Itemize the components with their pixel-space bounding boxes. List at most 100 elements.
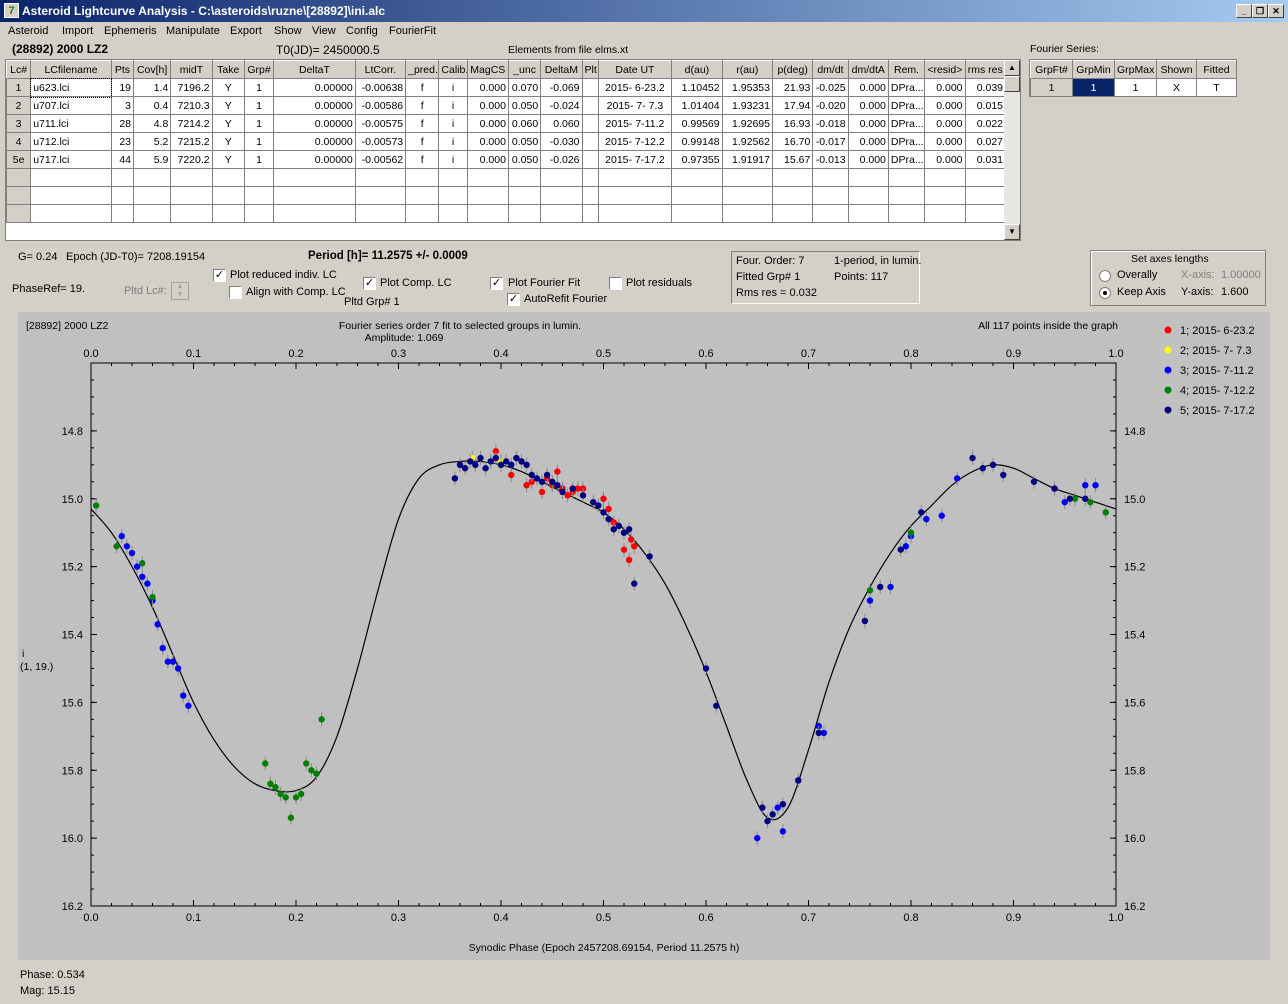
lc-row-number[interactable]: 3 xyxy=(6,114,32,133)
lc-cell[interactable]: 0.00000 xyxy=(273,132,356,151)
menu-view[interactable]: View xyxy=(312,25,336,37)
lc-cell[interactable]: 19 xyxy=(110,78,135,97)
lc-cell[interactable]: -0.025 xyxy=(812,78,849,97)
lc-cell[interactable] xyxy=(438,186,468,205)
lc-col-header[interactable]: dm/dt xyxy=(812,60,849,79)
lc-cell[interactable]: i xyxy=(438,132,468,151)
lc-cell[interactable]: i xyxy=(438,78,468,97)
lc-col-header[interactable]: Cov[h] xyxy=(132,60,172,79)
lc-col-header[interactable]: LCfilename xyxy=(30,60,112,79)
lc-col-header[interactable]: Grp# xyxy=(243,60,275,79)
lc-cell[interactable]: 7220.2 xyxy=(170,150,213,169)
app-icon[interactable]: 7 xyxy=(4,3,19,18)
fourier-col-header[interactable]: GrpMax xyxy=(1114,60,1157,79)
lc-cell[interactable]: f xyxy=(405,132,440,151)
lc-cell[interactable] xyxy=(273,168,356,187)
y-axis-value[interactable]: 1.600 xyxy=(1221,286,1249,298)
lc-cell[interactable] xyxy=(405,186,440,205)
lc-cell[interactable] xyxy=(507,168,542,187)
lc-cell[interactable]: -0.00586 xyxy=(354,96,407,115)
lc-cell[interactable] xyxy=(507,204,542,223)
lc-cell[interactable]: -0.030 xyxy=(540,132,583,151)
lc-cell[interactable]: 44 xyxy=(110,150,135,169)
lc-cell[interactable]: u623.lci xyxy=(29,77,113,98)
lc-cell[interactable] xyxy=(812,204,849,223)
lc-cell[interactable] xyxy=(887,186,926,205)
keep-axis-radio[interactable] xyxy=(1099,287,1111,299)
lc-cell[interactable] xyxy=(243,204,275,223)
plot-fourier-checkbox[interactable]: ✓ xyxy=(490,277,503,290)
lc-cell[interactable]: 0.070 xyxy=(507,78,542,97)
lc-cell[interactable]: 2015- 7-12.2 xyxy=(597,132,673,151)
lc-cell[interactable] xyxy=(211,168,245,187)
lc-col-header[interactable]: <resid> xyxy=(924,60,966,79)
lc-cell[interactable] xyxy=(847,204,889,223)
lc-cell[interactable]: 1 xyxy=(243,132,275,151)
lc-cell[interactable]: 16.70 xyxy=(771,132,814,151)
lc-col-header[interactable]: d(au) xyxy=(671,60,723,79)
lc-cell[interactable] xyxy=(771,204,814,223)
lc-cell[interactable]: 0.00000 xyxy=(273,96,356,115)
lc-cell[interactable]: 16.93 xyxy=(771,114,814,133)
lc-col-header[interactable]: Calib. xyxy=(438,60,468,79)
lc-cell[interactable] xyxy=(540,186,583,205)
lc-cell[interactable]: 1 xyxy=(243,96,275,115)
lc-col-header[interactable]: r(au) xyxy=(721,60,774,79)
lc-cell[interactable]: 0.050 xyxy=(507,150,542,169)
lc-cell[interactable] xyxy=(671,186,723,205)
lc-cell[interactable]: 0.00000 xyxy=(273,78,356,97)
lc-cell[interactable]: 0.015 xyxy=(964,96,1006,115)
lc-cell[interactable]: 3 xyxy=(110,96,135,115)
lc-row-number[interactable]: 5e xyxy=(6,150,32,169)
fourier-col-header[interactable]: GrpFt# xyxy=(1030,60,1073,79)
lc-col-header[interactable]: Plt xyxy=(581,60,599,79)
lc-cell[interactable] xyxy=(887,204,926,223)
lc-cell[interactable]: 0.060 xyxy=(540,114,583,133)
lc-cell[interactable]: i xyxy=(438,96,468,115)
lc-cell[interactable]: u712.lci xyxy=(30,132,112,151)
lc-cell[interactable] xyxy=(964,186,1006,205)
lc-cell[interactable] xyxy=(771,168,814,187)
lc-cell[interactable] xyxy=(847,168,889,187)
lc-cell[interactable] xyxy=(771,186,814,205)
lc-cell[interactable] xyxy=(110,186,135,205)
plot-comp-checkbox[interactable]: ✓ xyxy=(363,277,376,290)
lc-cell[interactable] xyxy=(170,168,213,187)
lc-cell[interactable]: 1.92562 xyxy=(721,132,774,151)
lc-cell[interactable] xyxy=(466,168,509,187)
lc-cell[interactable]: 1.4 xyxy=(132,78,172,97)
fourier-fitted-cell[interactable]: T xyxy=(1196,78,1237,97)
scroll-up-icon[interactable]: ▲ xyxy=(1004,60,1020,76)
lc-row-number[interactable]: 4 xyxy=(6,132,32,151)
lc-cell[interactable]: 0.039 xyxy=(964,78,1006,97)
lc-table-row[interactable]: 5e u717.lci 44 5.9 7220.2 Y 1 0.00000 -0.00562 f i… xyxy=(6,150,1006,169)
lc-cell[interactable] xyxy=(540,168,583,187)
menu-import[interactable]: Import xyxy=(62,25,94,37)
lc-cell[interactable] xyxy=(243,186,275,205)
menu-asteroid[interactable]: Asteroid xyxy=(8,25,49,37)
lc-cell[interactable]: 2015- 6-23.2 xyxy=(597,78,673,97)
lc-cell[interactable]: -0.00573 xyxy=(354,132,407,151)
lc-cell[interactable]: 1.10452 xyxy=(671,78,723,97)
menu-show[interactable]: Show xyxy=(274,25,302,37)
menu-ephemeris[interactable]: Ephemeris xyxy=(104,25,157,37)
lc-cell[interactable]: 23 xyxy=(110,132,135,151)
lc-cell[interactable]: Y xyxy=(211,114,245,133)
fourier-grpmax-cell[interactable]: 1 xyxy=(1114,78,1157,97)
lc-cell[interactable]: 0.000 xyxy=(924,96,966,115)
lc-row-number[interactable]: 1 xyxy=(6,78,32,97)
lc-cell[interactable] xyxy=(597,168,673,187)
lc-cell[interactable]: 21.93 xyxy=(771,78,814,97)
menu-fourierfit[interactable]: FourierFit xyxy=(389,25,437,37)
lc-cell[interactable]: 4.8 xyxy=(132,114,172,133)
lc-cell[interactable]: 15.67 xyxy=(771,150,814,169)
lc-cell[interactable]: 0.000 xyxy=(466,150,509,169)
lc-cell[interactable]: u711.lci xyxy=(30,114,112,133)
lc-cell[interactable]: Y xyxy=(211,96,245,115)
lc-cell[interactable] xyxy=(581,168,599,187)
lc-cell[interactable] xyxy=(671,168,723,187)
lc-cell[interactable]: -0.069 xyxy=(540,78,583,97)
scroll-thumb[interactable] xyxy=(1004,76,1020,92)
fourier-table-row[interactable]: 1 1 1 X T xyxy=(1030,78,1237,97)
lc-cell[interactable] xyxy=(721,168,774,187)
